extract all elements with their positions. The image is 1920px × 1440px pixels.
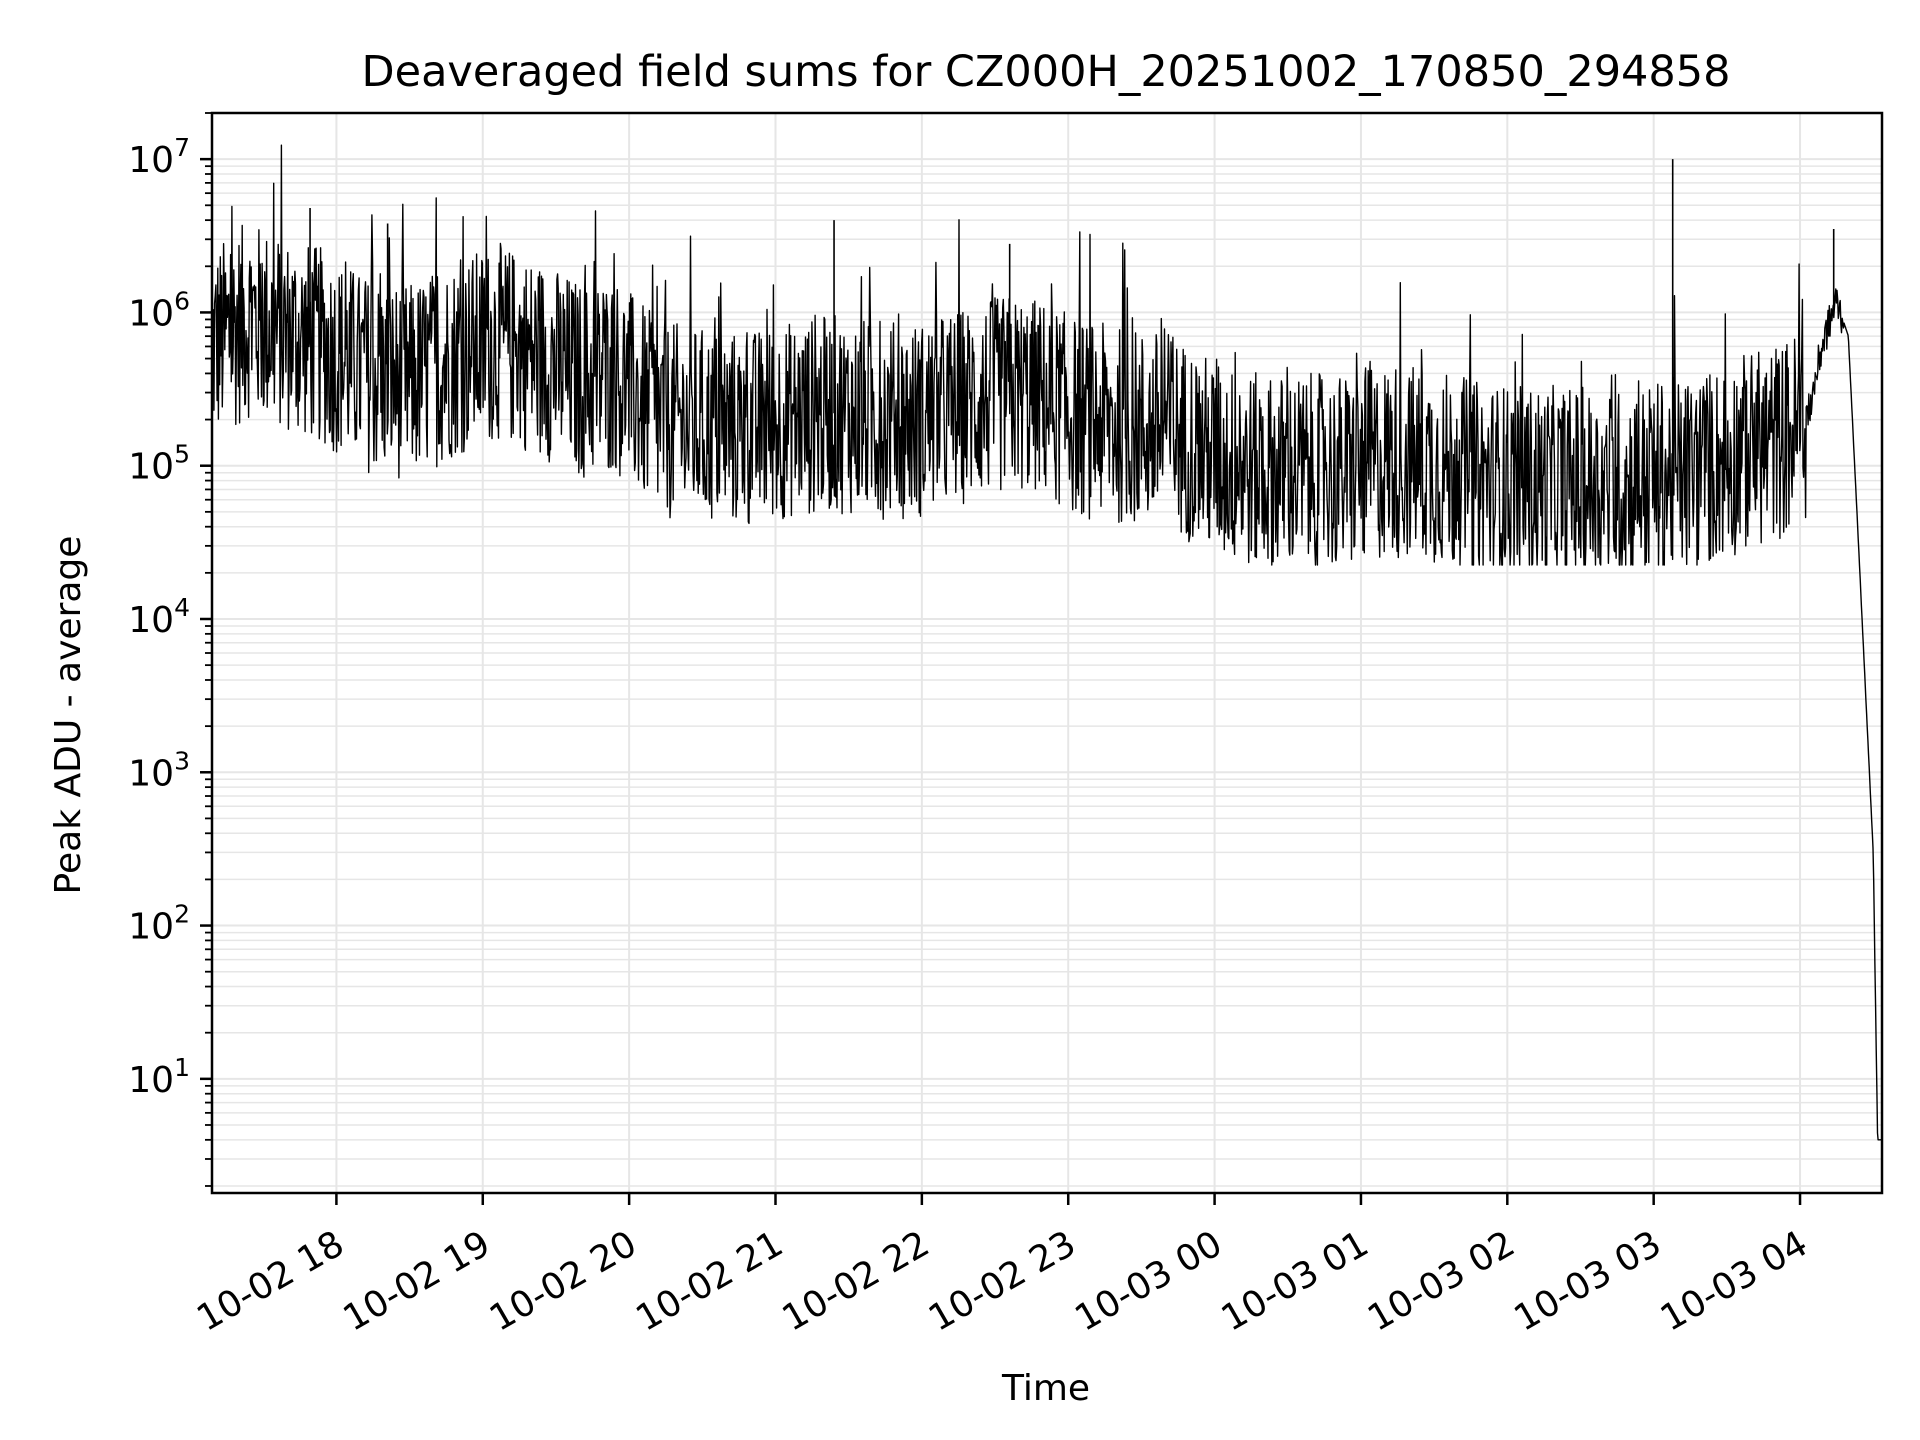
- y-axis-label: Peak ADU - average: [48, 536, 89, 895]
- y-tick-base: 10: [128, 140, 174, 181]
- y-tick-exponent: 5: [174, 440, 190, 469]
- y-tick-base: 10: [128, 753, 174, 794]
- x-axis-label: Time: [1001, 1368, 1090, 1409]
- y-tick-exponent: 3: [174, 746, 190, 775]
- y-tick-label: 102: [128, 900, 190, 948]
- y-tick-label: 105: [128, 440, 190, 488]
- y-tick-exponent: 4: [174, 593, 190, 622]
- data-layer: [211, 144, 1883, 1141]
- y-tick-exponent: 7: [174, 133, 190, 162]
- y-tick-label: 103: [128, 746, 190, 794]
- y-tick-base: 10: [128, 447, 174, 488]
- y-tick-base: 10: [128, 907, 174, 948]
- series-line: [211, 144, 1883, 1141]
- y-tick-base: 10: [128, 293, 174, 334]
- y-tick-base: 10: [128, 600, 174, 641]
- y-tick-label: 107: [128, 133, 190, 181]
- y-tick-base: 10: [128, 1060, 174, 1101]
- y-tick-label: 101: [128, 1053, 190, 1101]
- y-tick-label: 106: [128, 286, 190, 334]
- chart-title: Deaveraged field sums for CZ000H_2025100…: [362, 47, 1731, 97]
- y-tick-exponent: 6: [174, 286, 190, 315]
- y-tick-label: 104: [128, 593, 190, 641]
- y-tick-exponent: 1: [174, 1053, 190, 1082]
- y-tick-exponent: 2: [174, 900, 190, 929]
